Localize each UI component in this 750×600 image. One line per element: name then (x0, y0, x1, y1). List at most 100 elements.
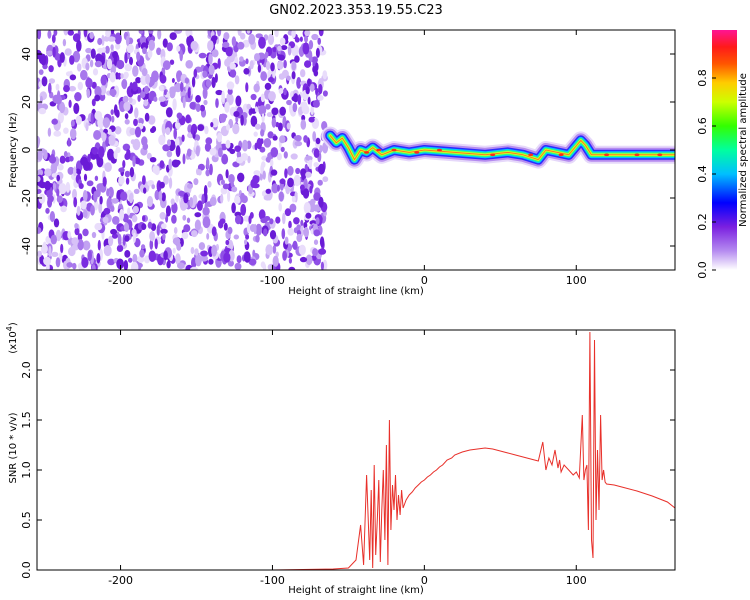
noise-blob (313, 69, 319, 77)
noise-blob (50, 162, 58, 174)
noise-blob (126, 148, 131, 160)
noise-blob (132, 232, 136, 244)
noise-blob (263, 138, 272, 148)
noise-blob (73, 102, 80, 115)
noise-blob (198, 52, 207, 59)
noise-blob (272, 46, 277, 53)
noise-blob (148, 115, 156, 125)
noise-blob (203, 185, 208, 196)
noise-blob (207, 40, 214, 52)
noise-blob (277, 45, 282, 52)
noise-blob (185, 30, 191, 37)
noise-blob (104, 162, 112, 173)
noise-blob (65, 181, 71, 193)
noise-blob (193, 68, 198, 78)
noise-blob (219, 113, 228, 120)
noise-blob (169, 59, 175, 65)
noise-blob (219, 218, 226, 224)
noise-blob (300, 219, 304, 227)
noise-blob (62, 38, 67, 47)
noise-blob (315, 47, 320, 58)
noise-blob (143, 99, 149, 107)
noise-blob (278, 73, 285, 80)
noise-blob (275, 216, 281, 224)
noise-blob (63, 151, 68, 158)
noise-blob (307, 96, 311, 105)
noise-blob (254, 53, 260, 62)
noise-blob (113, 150, 118, 160)
noise-blob (253, 83, 260, 93)
noise-blob (282, 250, 287, 261)
noise-blob (76, 205, 81, 216)
svg-text:(x104): (x104) (5, 322, 19, 354)
noise-blob (165, 127, 171, 136)
exponent-suffix: ) (8, 322, 19, 326)
noise-blob (308, 40, 314, 50)
noise-blob (147, 49, 153, 59)
noise-blob (319, 236, 325, 248)
noise-blob (322, 70, 328, 80)
noise-blob (132, 253, 138, 264)
band-peak (391, 148, 397, 152)
noise-blob (116, 59, 125, 70)
noise-blob (280, 45, 288, 51)
noise-blob (136, 51, 141, 61)
noise-blob (47, 30, 52, 39)
band-peak (657, 153, 663, 157)
noise-blob (165, 107, 173, 118)
noise-blob (231, 202, 236, 214)
snr-panel: -200 -100 0 100 0.0 0.5 1.0 1.5 2.0 Height of s… (5, 322, 676, 596)
noise-blob (171, 78, 175, 83)
y-tick-label: 0.0 (20, 561, 33, 579)
noise-blob (71, 237, 79, 245)
band-peak (490, 153, 496, 157)
noise-blob (250, 115, 258, 127)
noise-blob (230, 181, 234, 188)
noise-blob (159, 74, 167, 84)
noise-blob (229, 148, 236, 155)
noise-blob (90, 48, 96, 59)
noise-blob (303, 135, 308, 143)
noise-blob (191, 76, 196, 88)
noise-blob (275, 121, 280, 128)
noise-blob (101, 132, 107, 142)
noise-blob (233, 234, 239, 240)
noise-blob (200, 250, 209, 257)
noise-blob (149, 231, 156, 242)
noise-blob (162, 232, 166, 241)
noise-blob (124, 63, 132, 72)
noise-blob (239, 56, 244, 62)
noise-blob (38, 69, 44, 75)
noise-blob (209, 163, 213, 176)
noise-blob (82, 240, 91, 251)
band-peak (634, 153, 640, 157)
noise-blob (169, 32, 177, 40)
noise-blob (162, 144, 171, 152)
noise-blob (167, 139, 171, 147)
noise-blob (113, 54, 118, 67)
noise-blob (202, 70, 208, 78)
noise-blob (158, 190, 163, 202)
noise-blob (225, 139, 231, 149)
noise-blob (58, 183, 67, 195)
noise-blob (89, 31, 94, 40)
noise-blob (315, 137, 321, 145)
noise-blob (142, 175, 146, 186)
y-tick-label: 20 (20, 95, 33, 109)
noise-blob (250, 93, 257, 101)
noise-blob (204, 142, 212, 152)
noise-blob (182, 153, 186, 165)
noise-blob (87, 153, 91, 163)
noise-blob (211, 226, 217, 237)
noise-blob (184, 77, 190, 84)
noise-blob (90, 205, 95, 216)
noise-blob (270, 158, 274, 168)
noise-blob (90, 112, 94, 125)
noise-blob (205, 137, 213, 145)
noise-blob (264, 216, 271, 221)
noise-blob (287, 45, 292, 56)
noise-blob (189, 197, 193, 207)
noise-blob (185, 83, 189, 93)
noise-blob (225, 239, 230, 246)
noise-blob (59, 101, 66, 114)
